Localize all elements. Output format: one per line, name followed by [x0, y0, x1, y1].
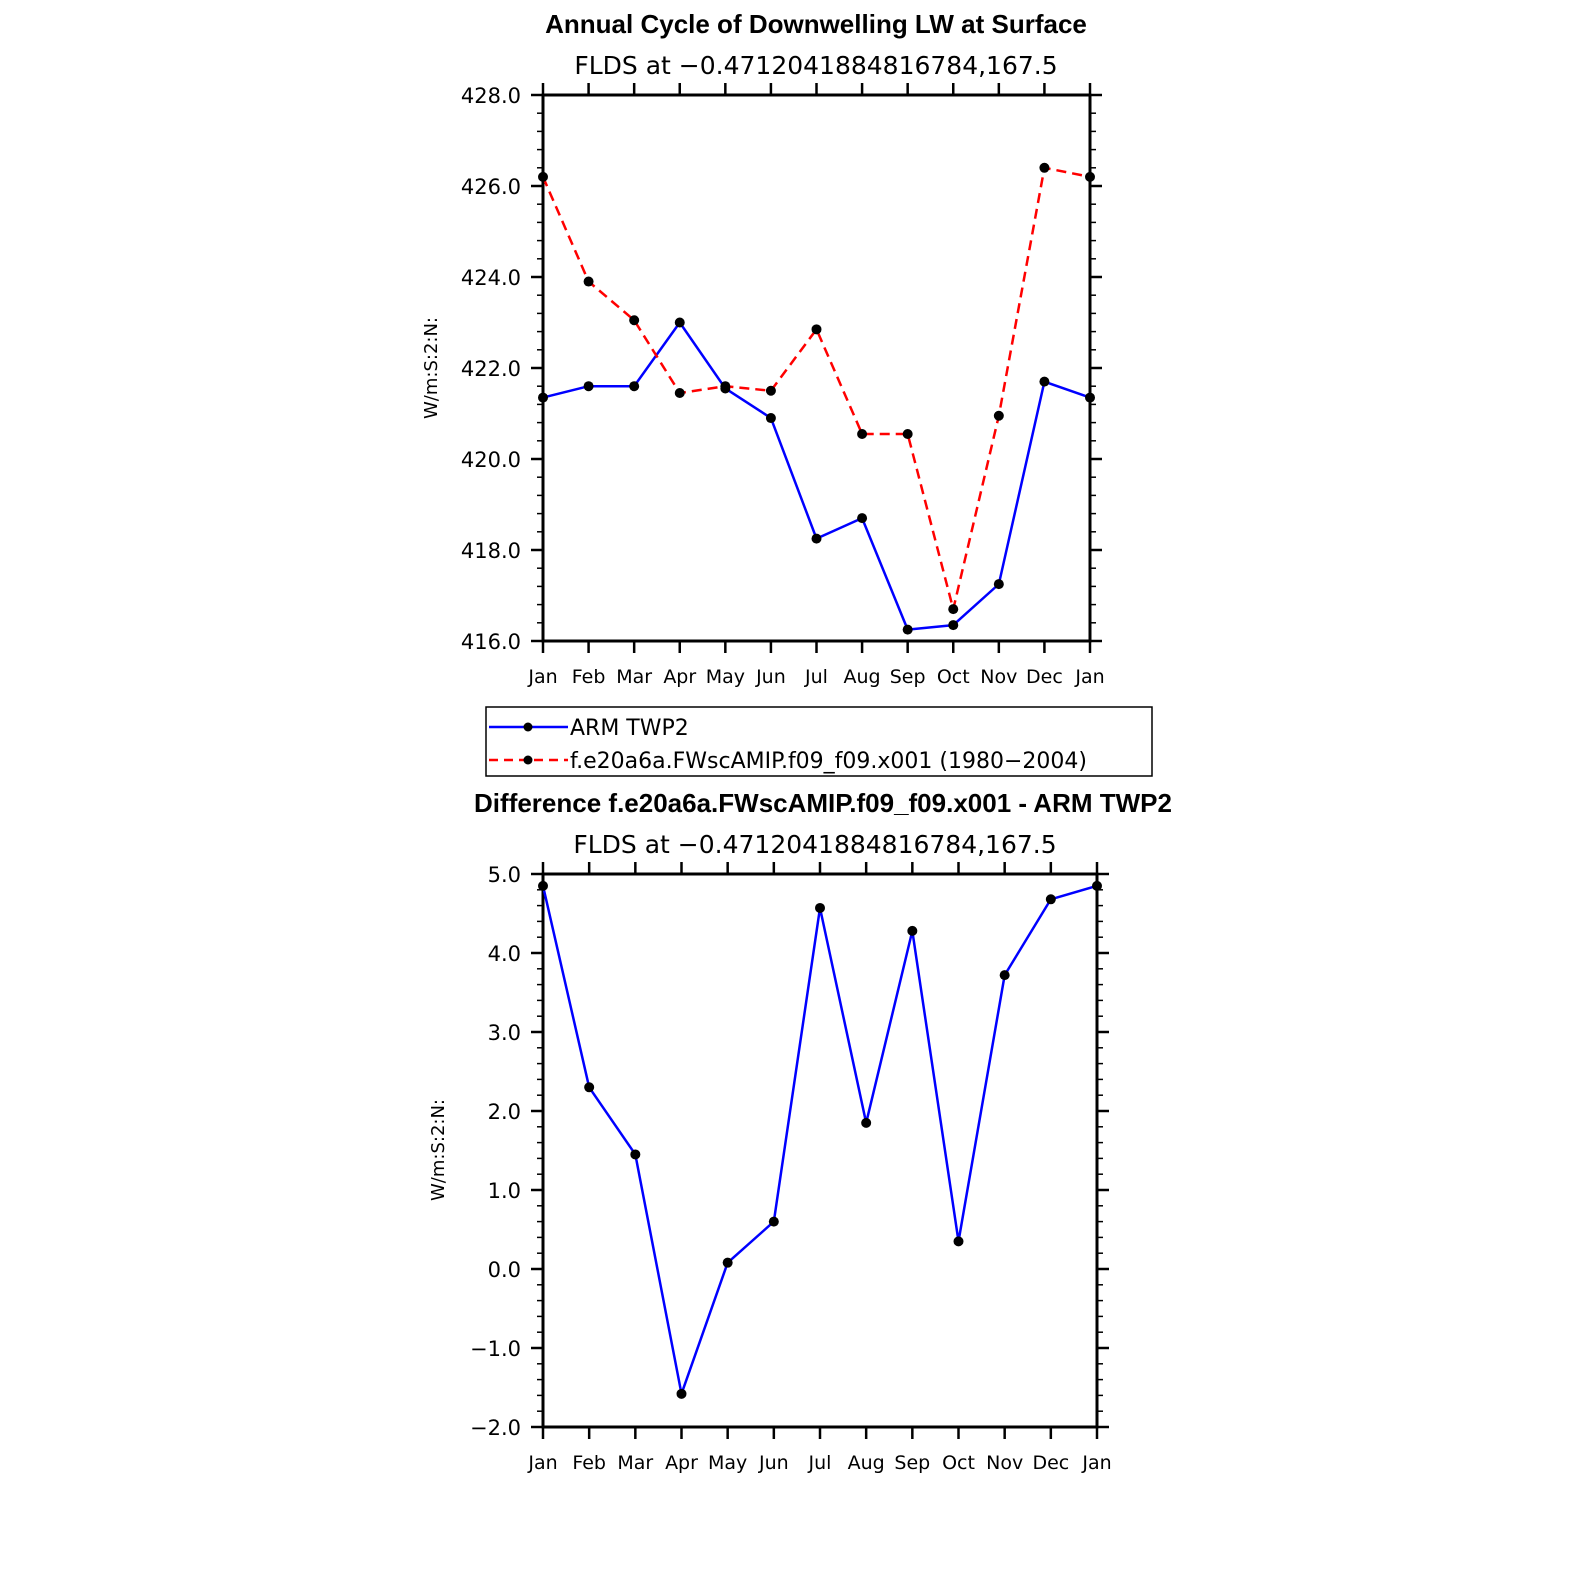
legend-marker-arm [523, 722, 533, 732]
data-point-1 [720, 381, 731, 392]
legend: ARM TWP2 f.e20a6a.FWscAMIP.f09_f09.x001 … [485, 706, 1153, 777]
data-point-1 [902, 428, 913, 439]
series-line-0 [541, 884, 1098, 1396]
legend-marker-model [523, 755, 533, 765]
data-point-0 [902, 624, 913, 635]
data-point-0 [1045, 894, 1056, 905]
data-point-0 [584, 1082, 595, 1093]
data-point-0 [993, 579, 1004, 590]
y-tick-label: 2.0 [488, 1100, 521, 1124]
x-tick-label: Nov [980, 666, 1017, 688]
data-point-0 [538, 392, 548, 403]
data-point-0 [811, 533, 822, 544]
y-tick-label: 428.0 [461, 84, 521, 108]
legend-label-model: f.e20a6a.FWscAMIP.f09_f09.x001 (1980−200… [570, 749, 1087, 774]
x-tick-label: Aug [848, 1452, 885, 1474]
x-tick-label: Sep [890, 666, 926, 688]
x-tick-label: Jan [1074, 666, 1104, 688]
x-tick-label: Oct [937, 666, 970, 688]
y-tick-label: 4.0 [488, 942, 521, 966]
data-point-1 [629, 315, 640, 326]
data-point-0 [538, 880, 548, 891]
data-point-0 [1092, 880, 1102, 891]
x-tick-label: Feb [572, 1452, 606, 1474]
data-point-1 [1085, 171, 1095, 182]
chart-subtitle: FLDS at −0.4712041884816784,167.5 [574, 51, 1057, 80]
x-tick-label: Jan [527, 1452, 557, 1474]
x-tick-label: Jul [808, 1452, 832, 1474]
annual-cycle-chart: Annual Cycle of Downwelling LW at Surfac… [421, 9, 1153, 777]
y-tick-label: 424.0 [461, 266, 521, 290]
data-point-1 [674, 388, 685, 399]
y-axis-label: W/m:S:2:N: [428, 1099, 449, 1201]
data-point-0 [999, 970, 1010, 981]
data-point-1 [1039, 162, 1050, 173]
y-tick-label: 0.0 [488, 1258, 521, 1282]
data-point-1 [811, 324, 822, 335]
data-point-1 [538, 171, 548, 182]
y-tick-label: −2.0 [470, 1416, 521, 1440]
plot-area: −2.0 −1.0 0.0 1.0 2.0 3.0 4.0 5.0 Jan Feb Mar Apr Ma… [470, 862, 1112, 1474]
data-point-0 [861, 1117, 872, 1128]
data-point-0 [674, 317, 685, 328]
y-axis-label: W/m:S:2:N: [421, 317, 442, 419]
data-point-1 [993, 410, 1004, 421]
y-tick-label: 416.0 [461, 630, 521, 654]
x-tick-label: Jan [1081, 1452, 1111, 1474]
data-point-1 [765, 385, 776, 396]
chart-subtitle: FLDS at −0.4712041884816784,167.5 [573, 830, 1056, 859]
legend-box [485, 706, 1153, 777]
x-tick-label: Sep [894, 1452, 930, 1474]
x-tick-label: Jun [755, 666, 786, 688]
x-tick-label: Jun [758, 1452, 789, 1474]
data-point-0 [722, 1257, 733, 1268]
x-tick-label: Aug [844, 666, 881, 688]
x-tick-label: Dec [1032, 1452, 1069, 1474]
data-point-1 [948, 604, 959, 615]
data-point-0 [768, 1216, 779, 1227]
x-tick-label: May [708, 1452, 747, 1474]
y-tick-label: 418.0 [461, 539, 521, 563]
x-tick-label: Feb [572, 666, 606, 688]
data-point-1 [857, 428, 868, 439]
y-tick-label: −1.0 [470, 1337, 521, 1361]
x-tick-label: Apr [665, 1452, 698, 1474]
data-point-0 [765, 413, 776, 424]
x-tick-label: Dec [1026, 666, 1063, 688]
data-point-0 [953, 1236, 964, 1247]
data-point-0 [907, 925, 918, 936]
data-point-0 [1085, 392, 1095, 403]
x-tick-label: Mar [617, 1452, 653, 1474]
data-point-0 [629, 381, 640, 392]
data-point-0 [815, 902, 825, 913]
data-point-0 [1039, 376, 1050, 387]
y-tick-label: 422.0 [461, 357, 521, 381]
data-point-0 [583, 381, 594, 392]
x-tick-label: Nov [986, 1452, 1023, 1474]
y-tick-label: 426.0 [461, 175, 521, 199]
x-tick-label: Apr [663, 666, 696, 688]
y-tick-label: 3.0 [488, 1021, 521, 1045]
x-tick-label: Oct [942, 1452, 975, 1474]
x-tick-label: Jul [804, 666, 828, 688]
legend-label-arm: ARM TWP2 [570, 716, 689, 741]
x-tick-label: Jan [527, 666, 557, 688]
y-tick-label: 5.0 [488, 863, 521, 887]
x-tick-label: Mar [616, 666, 652, 688]
chart-title: Annual Cycle of Downwelling LW at Surfac… [545, 9, 1087, 39]
data-point-0 [948, 620, 959, 631]
data-point-0 [857, 513, 868, 524]
y-tick-label: 420.0 [461, 448, 521, 472]
data-point-0 [676, 1388, 687, 1399]
difference-chart: Difference f.e20a6a.FWscAMIP.f09_f09.x00… [428, 788, 1172, 1474]
plot-area: 416.0 418.0 420.0 422.0 424.0 426.0 428.0 Jan Fe… [461, 83, 1105, 688]
y-tick-label: 1.0 [488, 1179, 521, 1203]
plot-frame [541, 872, 1099, 1429]
chart-title: Difference f.e20a6a.FWscAMIP.f09_f09.x00… [474, 788, 1172, 818]
data-point-1 [583, 276, 594, 287]
data-point-0 [630, 1149, 641, 1160]
x-tick-label: May [706, 666, 745, 688]
